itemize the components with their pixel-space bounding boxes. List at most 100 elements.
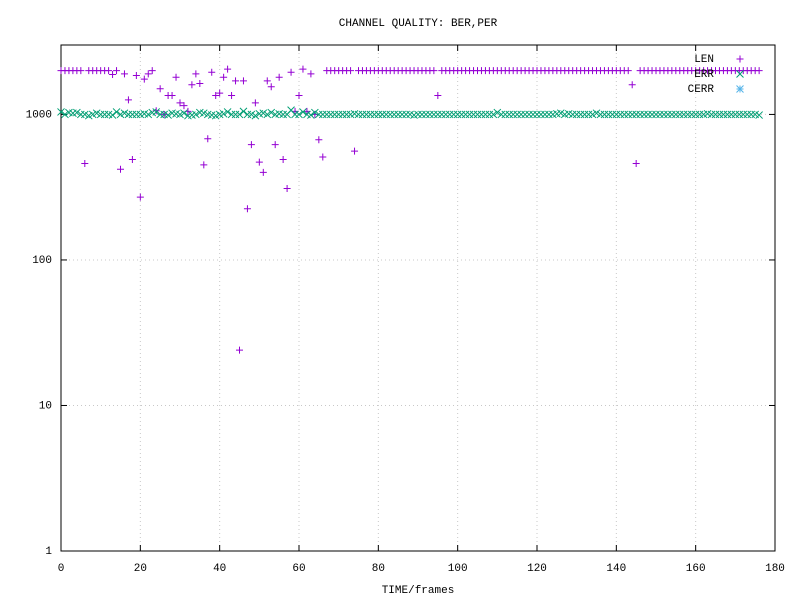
data-point bbox=[113, 67, 121, 75]
data-point bbox=[235, 110, 244, 119]
data-point bbox=[315, 136, 323, 144]
data-point bbox=[112, 108, 121, 116]
data-point bbox=[117, 165, 124, 173]
data-point bbox=[224, 65, 232, 73]
legend-marker bbox=[736, 70, 744, 78]
data-point bbox=[263, 110, 272, 119]
data-point bbox=[148, 67, 156, 75]
data-point bbox=[303, 107, 311, 115]
data-point bbox=[347, 67, 355, 75]
data-point bbox=[176, 99, 184, 107]
x-tick-label: 60 bbox=[292, 563, 305, 575]
data-point bbox=[196, 80, 204, 88]
y-tick-label: 1 bbox=[45, 546, 52, 558]
plot-frame bbox=[60, 44, 776, 552]
legend-label: LEN bbox=[694, 54, 714, 66]
data-point bbox=[108, 111, 117, 119]
data-point bbox=[299, 65, 307, 73]
data-point bbox=[188, 81, 196, 89]
data-point bbox=[255, 158, 263, 166]
data-point bbox=[430, 67, 438, 75]
x-tick-label: 160 bbox=[686, 563, 706, 575]
data-point bbox=[632, 160, 640, 168]
data-point bbox=[624, 67, 632, 75]
data-point bbox=[208, 68, 216, 76]
x-tick-label: 40 bbox=[213, 563, 226, 575]
data-point bbox=[223, 108, 232, 116]
data-point bbox=[144, 70, 152, 78]
x-tick-label: 120 bbox=[527, 563, 547, 575]
data-point bbox=[144, 110, 153, 119]
data-point bbox=[128, 156, 136, 164]
data-point bbox=[204, 135, 212, 143]
data-point bbox=[247, 141, 255, 149]
y-tick-label: 1000 bbox=[26, 109, 52, 121]
data-point bbox=[434, 91, 442, 99]
y-tick-label: 100 bbox=[32, 255, 52, 267]
data-point bbox=[77, 67, 85, 75]
data-point bbox=[136, 193, 144, 201]
data-point bbox=[493, 108, 502, 117]
data-point bbox=[232, 77, 240, 85]
data-point bbox=[57, 108, 65, 116]
data-point bbox=[251, 111, 260, 120]
data-point bbox=[219, 109, 228, 118]
legend-label: ERR bbox=[694, 69, 714, 81]
data-point bbox=[295, 91, 303, 99]
data-point bbox=[351, 147, 359, 155]
data-point bbox=[271, 141, 279, 149]
data-point bbox=[259, 168, 267, 176]
x-tick-label: 100 bbox=[448, 563, 468, 575]
x-axis-label: TIME/frames bbox=[382, 585, 455, 597]
data-point bbox=[267, 83, 275, 91]
data-point bbox=[156, 85, 164, 93]
data-point bbox=[628, 81, 636, 89]
data-point bbox=[168, 91, 176, 99]
x-tick-label: 180 bbox=[765, 563, 785, 575]
data-point bbox=[307, 70, 315, 78]
data-point bbox=[109, 71, 117, 79]
data-point bbox=[267, 108, 276, 117]
data-point bbox=[61, 110, 69, 119]
chart-title: CHANNEL QUALITY: BER,PER bbox=[339, 18, 498, 30]
data-point bbox=[239, 77, 247, 85]
data-point bbox=[180, 102, 188, 110]
data-point bbox=[81, 160, 89, 168]
x-tick-label: 20 bbox=[134, 563, 147, 575]
data-point bbox=[200, 161, 208, 169]
data-point bbox=[132, 72, 140, 80]
data-point bbox=[755, 67, 763, 75]
data-point bbox=[263, 77, 271, 85]
data-point bbox=[172, 73, 180, 81]
data-point bbox=[192, 110, 200, 119]
data-point bbox=[283, 184, 291, 192]
data-point bbox=[228, 91, 236, 99]
data-point bbox=[279, 156, 287, 164]
y-tick-label: 10 bbox=[39, 400, 52, 412]
data-point bbox=[73, 108, 81, 117]
data-point bbox=[236, 346, 243, 354]
data-point bbox=[243, 205, 251, 213]
data-point bbox=[152, 108, 161, 116]
data-point bbox=[307, 111, 315, 119]
data-point bbox=[755, 111, 763, 119]
data-point bbox=[105, 67, 113, 75]
data-point bbox=[287, 68, 295, 76]
data-point bbox=[239, 107, 248, 116]
data-point bbox=[489, 110, 498, 119]
data-point bbox=[124, 96, 132, 104]
legend-marker bbox=[736, 55, 744, 63]
data-point bbox=[319, 153, 327, 161]
legend-label: CERR bbox=[688, 84, 715, 96]
x-tick-label: 80 bbox=[372, 563, 385, 575]
data-point bbox=[120, 70, 128, 78]
data-point bbox=[180, 109, 188, 118]
data-point bbox=[216, 89, 224, 97]
data-point bbox=[220, 73, 228, 81]
x-tick-label: 0 bbox=[58, 563, 65, 575]
data-point bbox=[192, 70, 200, 78]
data-point bbox=[212, 91, 220, 99]
data-point bbox=[299, 108, 307, 116]
